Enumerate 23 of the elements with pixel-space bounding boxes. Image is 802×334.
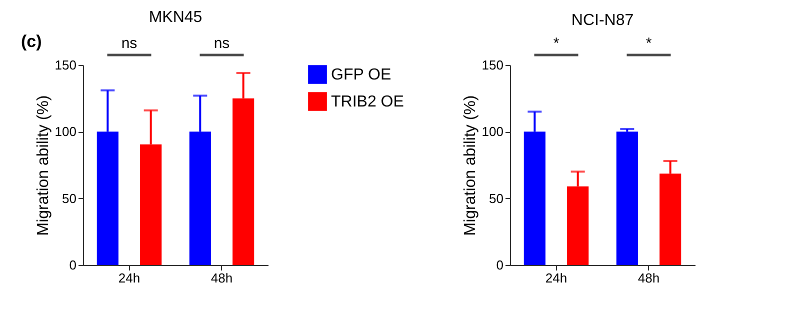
- y-tick-label: 0: [69, 258, 76, 272]
- x-tick-label: 48h: [638, 270, 660, 286]
- x-tick-label: 48h: [210, 270, 233, 286]
- text: *: [646, 35, 652, 52]
- text: *: [553, 35, 560, 52]
- legend-label: TRIB2 OE: [331, 94, 404, 110]
- chart-title: MKN45: [148, 9, 202, 26]
- x-tick-label: 24h: [118, 270, 140, 286]
- y-axis-title: Migration ability (%): [462, 95, 479, 236]
- text: ns: [121, 35, 138, 52]
- legend-label: GFP OE: [331, 66, 392, 84]
- y-tick-label: 50: [62, 190, 76, 206]
- y-tick-label: 100: [54, 124, 76, 140]
- y-tick-label: 100: [482, 124, 504, 140]
- text: ns: [214, 35, 230, 52]
- y-tick-label: 0: [496, 258, 504, 272]
- chart-title: NCI-N87: [571, 12, 634, 29]
- y-axis-title: Migration ability (%): [34, 95, 52, 236]
- y-tick-label: 150: [54, 58, 76, 72]
- text: (c): [21, 32, 42, 51]
- x-tick-label: 24h: [545, 270, 568, 286]
- y-tick-label: 50: [489, 190, 504, 206]
- y-tick-label: 150: [482, 58, 504, 72]
